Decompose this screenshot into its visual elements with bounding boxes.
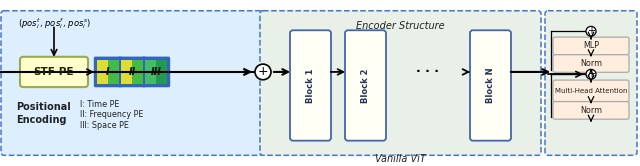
Text: Norm: Norm: [580, 59, 602, 68]
FancyBboxPatch shape: [20, 57, 88, 87]
FancyBboxPatch shape: [553, 80, 629, 102]
Bar: [156, 60, 167, 84]
FancyBboxPatch shape: [118, 57, 145, 87]
Text: II: Frequency PE: II: Frequency PE: [80, 110, 143, 119]
Text: Vanilla ViT: Vanilla ViT: [375, 154, 426, 164]
Bar: [108, 60, 119, 84]
Text: · · ·: · · ·: [417, 65, 440, 79]
FancyBboxPatch shape: [345, 30, 386, 141]
Circle shape: [586, 26, 596, 36]
FancyBboxPatch shape: [1, 11, 262, 155]
Bar: [97, 60, 108, 84]
Text: Multi-Head Attention: Multi-Head Attention: [555, 88, 627, 94]
FancyBboxPatch shape: [553, 102, 629, 119]
Text: III: III: [150, 67, 161, 77]
FancyBboxPatch shape: [553, 37, 629, 55]
Text: II: II: [129, 67, 136, 77]
Text: I: Time PE: I: Time PE: [80, 100, 120, 109]
Text: Encoder Structure: Encoder Structure: [356, 21, 445, 32]
Text: Block 1: Block 1: [306, 68, 315, 103]
Bar: [145, 60, 156, 84]
Text: Block 2: Block 2: [361, 68, 370, 103]
Text: I: I: [106, 67, 110, 77]
Circle shape: [586, 69, 596, 79]
Circle shape: [255, 64, 271, 80]
Text: III: Space PE: III: Space PE: [80, 121, 129, 130]
FancyBboxPatch shape: [545, 11, 637, 155]
Text: Norm: Norm: [580, 106, 602, 115]
FancyBboxPatch shape: [143, 57, 170, 87]
Text: STF-PE: STF-PE: [34, 67, 74, 77]
Text: +: +: [587, 69, 595, 79]
FancyBboxPatch shape: [553, 55, 629, 72]
Text: +: +: [587, 26, 595, 36]
FancyBboxPatch shape: [95, 57, 122, 87]
Text: MLP: MLP: [583, 41, 599, 50]
FancyBboxPatch shape: [290, 30, 331, 141]
Text: Positional
Encoding: Positional Encoding: [16, 102, 71, 125]
Bar: [121, 60, 132, 84]
FancyBboxPatch shape: [470, 30, 511, 141]
FancyBboxPatch shape: [260, 11, 541, 155]
Text: Block N: Block N: [486, 68, 495, 103]
Text: +: +: [258, 65, 268, 79]
Bar: [132, 60, 143, 84]
Text: $(pos_i^t,\,pos_i^f,\,pos_i^s)$: $(pos_i^t,\,pos_i^f,\,pos_i^s)$: [17, 16, 90, 31]
